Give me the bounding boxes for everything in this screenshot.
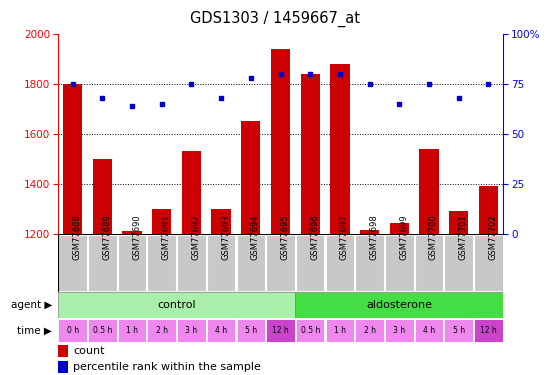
Text: 5 h: 5 h xyxy=(245,326,257,335)
Text: GSM77701: GSM77701 xyxy=(459,214,468,260)
Text: control: control xyxy=(157,300,196,310)
Text: GSM77690: GSM77690 xyxy=(132,214,141,260)
Bar xyxy=(118,235,146,291)
Bar xyxy=(118,319,146,342)
Bar xyxy=(271,49,290,234)
Bar xyxy=(326,319,354,342)
Bar xyxy=(236,235,265,291)
Text: 4 h: 4 h xyxy=(215,326,227,335)
Bar xyxy=(415,319,443,342)
Bar xyxy=(385,319,414,342)
Bar xyxy=(88,319,117,342)
Text: GSM77688: GSM77688 xyxy=(73,214,81,260)
Bar xyxy=(355,235,384,291)
Bar xyxy=(389,223,409,234)
Text: GSM77695: GSM77695 xyxy=(280,214,289,260)
Text: time ▶: time ▶ xyxy=(18,326,52,335)
Bar xyxy=(63,84,82,234)
Text: count: count xyxy=(73,346,105,356)
Bar xyxy=(449,211,469,234)
Bar xyxy=(88,235,117,291)
Text: GSM77692: GSM77692 xyxy=(191,214,200,260)
Bar xyxy=(58,235,87,291)
Bar xyxy=(177,235,206,291)
Bar xyxy=(58,292,295,318)
Text: GSM77691: GSM77691 xyxy=(162,214,170,260)
Text: GSM77696: GSM77696 xyxy=(310,214,319,260)
Bar xyxy=(177,319,206,342)
Bar xyxy=(444,319,473,342)
Bar xyxy=(415,235,443,291)
Bar xyxy=(266,319,295,342)
Bar xyxy=(147,319,176,342)
Text: GSM77694: GSM77694 xyxy=(251,214,260,260)
Text: GSM77697: GSM77697 xyxy=(340,214,349,260)
Text: 3 h: 3 h xyxy=(393,326,405,335)
Bar xyxy=(58,345,68,357)
Bar xyxy=(296,319,324,342)
Bar xyxy=(326,235,354,291)
Text: 1 h: 1 h xyxy=(334,326,346,335)
Bar xyxy=(300,74,320,234)
Text: aldosterone: aldosterone xyxy=(366,300,432,310)
Text: 1 h: 1 h xyxy=(126,326,138,335)
Bar xyxy=(355,319,384,342)
Bar xyxy=(266,235,295,291)
Bar xyxy=(182,152,201,234)
Text: GSM77700: GSM77700 xyxy=(429,214,438,260)
Text: GSM77689: GSM77689 xyxy=(102,214,111,260)
Bar xyxy=(241,122,261,234)
Bar xyxy=(296,235,324,291)
Text: 12 h: 12 h xyxy=(480,326,497,335)
Text: GDS1303 / 1459667_at: GDS1303 / 1459667_at xyxy=(190,11,360,27)
Bar xyxy=(444,235,473,291)
Text: 0.5 h: 0.5 h xyxy=(92,326,112,335)
Text: GSM77698: GSM77698 xyxy=(370,214,378,260)
Text: percentile rank within the sample: percentile rank within the sample xyxy=(73,362,261,372)
Text: 12 h: 12 h xyxy=(272,326,289,335)
Bar xyxy=(478,186,498,234)
Text: 0 h: 0 h xyxy=(67,326,79,335)
Text: 2 h: 2 h xyxy=(156,326,168,335)
Bar xyxy=(207,235,235,291)
Text: GSM77693: GSM77693 xyxy=(221,214,230,260)
Text: 5 h: 5 h xyxy=(453,326,465,335)
Bar xyxy=(147,235,176,291)
Bar xyxy=(58,361,68,374)
Bar xyxy=(360,230,379,234)
Bar xyxy=(211,209,231,234)
Bar xyxy=(474,235,503,291)
Text: GSM77702: GSM77702 xyxy=(488,214,497,260)
Bar xyxy=(207,319,235,342)
Text: 2 h: 2 h xyxy=(364,326,376,335)
Bar xyxy=(330,64,350,234)
Text: 0.5 h: 0.5 h xyxy=(300,326,320,335)
Text: 4 h: 4 h xyxy=(423,326,435,335)
Bar xyxy=(295,292,503,318)
Bar xyxy=(122,231,142,234)
Text: agent ▶: agent ▶ xyxy=(11,300,52,310)
Bar xyxy=(385,235,414,291)
Bar xyxy=(236,319,265,342)
Bar xyxy=(419,149,439,234)
Bar xyxy=(152,209,172,234)
Bar xyxy=(92,159,112,234)
Bar xyxy=(58,319,87,342)
Text: GSM77699: GSM77699 xyxy=(399,214,408,260)
Bar xyxy=(474,319,503,342)
Text: 3 h: 3 h xyxy=(185,326,197,335)
